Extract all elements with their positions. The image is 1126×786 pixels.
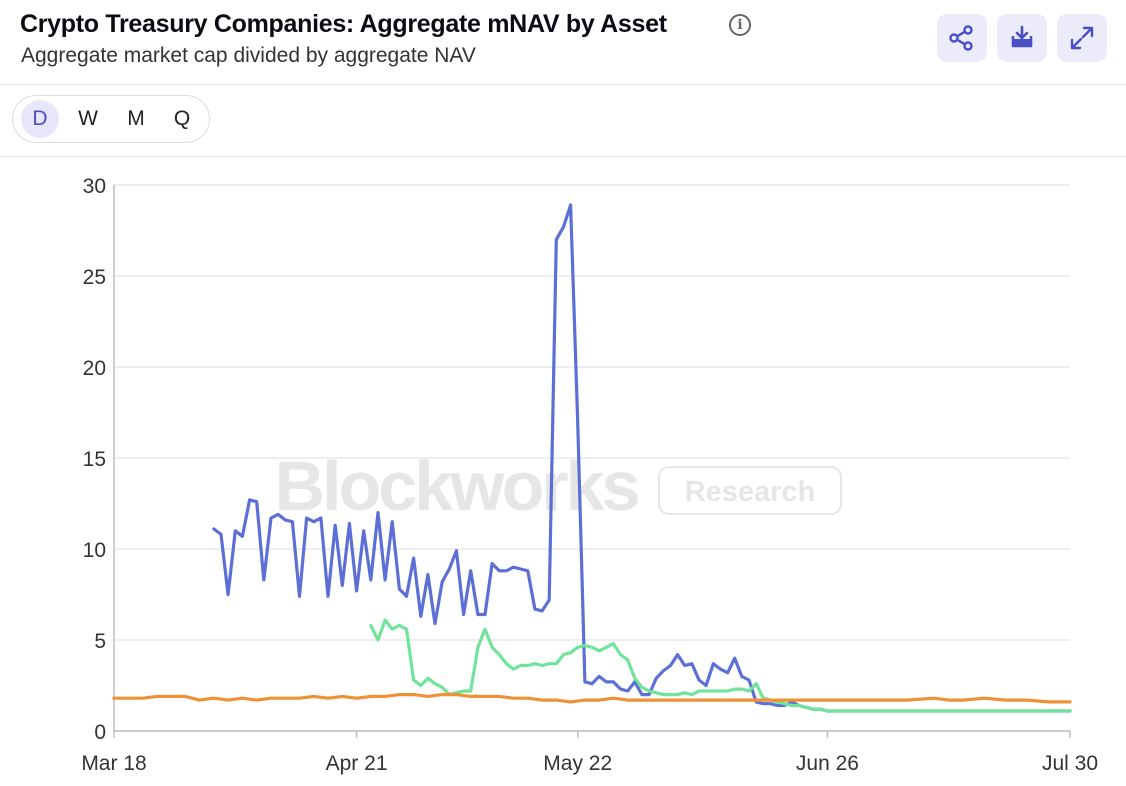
chart-header: Crypto Treasury Companies: Aggregate mNA… [0,0,1126,85]
download-button[interactable] [997,14,1047,62]
period-button-w[interactable]: W [78,107,98,130]
watermark-tag: Research [685,476,816,508]
series-line-1[interactable] [212,203,1072,713]
y-tick-label: 30 [83,175,106,198]
y-tick-label: 20 [83,357,106,380]
period-button-m[interactable]: M [127,107,145,130]
y-tick-label: 10 [83,539,106,562]
y-tick-label: 0 [94,721,106,744]
y-tick-label: 5 [94,630,106,653]
chart-title: Crypto Treasury Companies: Aggregate mNA… [20,10,667,38]
x-tick-label: May 22 [543,752,612,775]
x-tick-label: Jul 30 [1042,752,1098,775]
y-tick-label: 25 [83,266,106,289]
y-tick-label: 15 [83,448,106,471]
period-button-q[interactable]: Q [173,107,191,130]
period-toggle-group: D W M Q [12,95,210,143]
download-icon [1011,25,1033,48]
blockworks-watermark: Blockworks Research [275,447,842,525]
expand-icon [1070,26,1094,50]
chart-subtitle: Aggregate market cap divided by aggregat… [21,44,476,67]
chart-axes: 0 5 10 15 20 25 30 Mar 18 Apr 21 May 22 Jun 26 Jul … [81,175,1098,775]
chart-gridlines [114,184,1070,732]
share-button[interactable] [937,14,987,62]
x-tick-label: Mar 18 [81,752,146,775]
chart-series [112,203,1072,713]
watermark-badge [658,466,842,515]
watermark-brand: Blockworks [275,447,639,525]
expand-button[interactable] [1057,14,1107,62]
x-tick-label: Apr 21 [326,752,388,775]
series-line-3[interactable] [112,693,1072,704]
period-selector-bar: D W M Q [0,84,1126,157]
x-tick-label: Jun 26 [796,752,859,775]
mnav-line-chart: Blockworks Research 0 5 10 15 20 25 30 Mar 18 Ap… [81,175,1098,775]
share-icon [949,25,973,51]
period-button-d[interactable]: D [21,100,59,138]
info-icon[interactable]: i [729,14,751,36]
